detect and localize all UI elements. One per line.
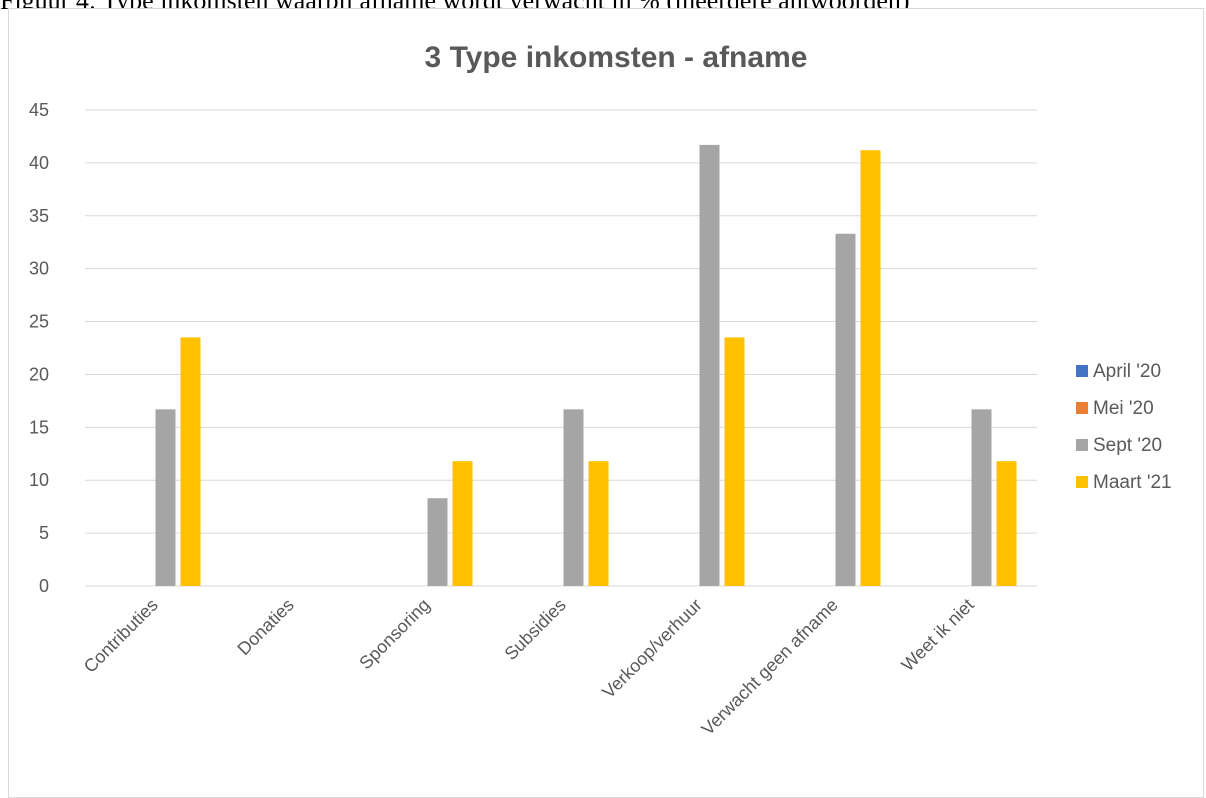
legend-swatch xyxy=(1076,365,1088,377)
legend-swatch xyxy=(1076,402,1088,414)
x-category-label: Verwacht geen afname xyxy=(697,595,841,739)
bar-chart: 3 Type inkomsten - afname 0 5 10 15 20 25 30 35… xyxy=(29,41,1172,739)
legend: April '20 Mei '20 Sept '20 Maart '21 xyxy=(1076,361,1172,493)
y-tick-label: 30 xyxy=(29,259,49,279)
y-tick-label: 0 xyxy=(39,576,49,596)
x-category-label: Sponsoring xyxy=(355,595,434,674)
legend-swatch xyxy=(1076,439,1088,451)
bar xyxy=(724,337,745,586)
x-category-label: Donaties xyxy=(233,595,297,659)
bar xyxy=(860,150,881,586)
legend-label: Mei '20 xyxy=(1093,398,1154,419)
bar xyxy=(588,461,609,586)
bar xyxy=(452,461,473,586)
legend-label: Maart '21 xyxy=(1093,472,1172,493)
x-category-label: Subsidies xyxy=(500,595,569,664)
x-category-label: Weet ik niet xyxy=(897,595,977,675)
y-tick-label: 10 xyxy=(29,470,49,490)
bar xyxy=(427,498,448,586)
gridlines xyxy=(85,109,1037,587)
x-axis-labels: Contributies Donaties Sponsoring Subsidies V… xyxy=(80,595,978,739)
y-tick-label: 40 xyxy=(29,153,49,173)
y-tick-label: 15 xyxy=(29,417,49,437)
y-tick-label: 45 xyxy=(29,100,49,120)
legend-swatch xyxy=(1076,476,1088,488)
chart-title: 3 Type inkomsten - afname xyxy=(425,41,808,74)
y-tick-label: 20 xyxy=(29,364,49,384)
bar xyxy=(180,337,201,586)
y-tick-label: 25 xyxy=(29,312,49,332)
x-category-label: Verkoop/verhuur xyxy=(598,595,706,703)
legend-label: April '20 xyxy=(1093,361,1161,382)
bar xyxy=(699,144,720,586)
bar xyxy=(971,409,992,586)
legend-label: Sept '20 xyxy=(1093,435,1162,456)
y-tick-label: 35 xyxy=(29,206,49,226)
chart-frame: 3 Type inkomsten - afname 0 5 10 15 20 25 30 35… xyxy=(8,8,1204,798)
bars xyxy=(155,144,1017,586)
bar xyxy=(835,233,856,586)
bar xyxy=(563,409,584,586)
bar xyxy=(996,461,1017,586)
x-category-label: Contributies xyxy=(80,595,162,677)
y-axis-ticks: 0 5 10 15 20 25 30 35 40 45 xyxy=(29,100,49,596)
y-tick-label: 5 xyxy=(39,523,49,543)
bar xyxy=(155,409,176,586)
